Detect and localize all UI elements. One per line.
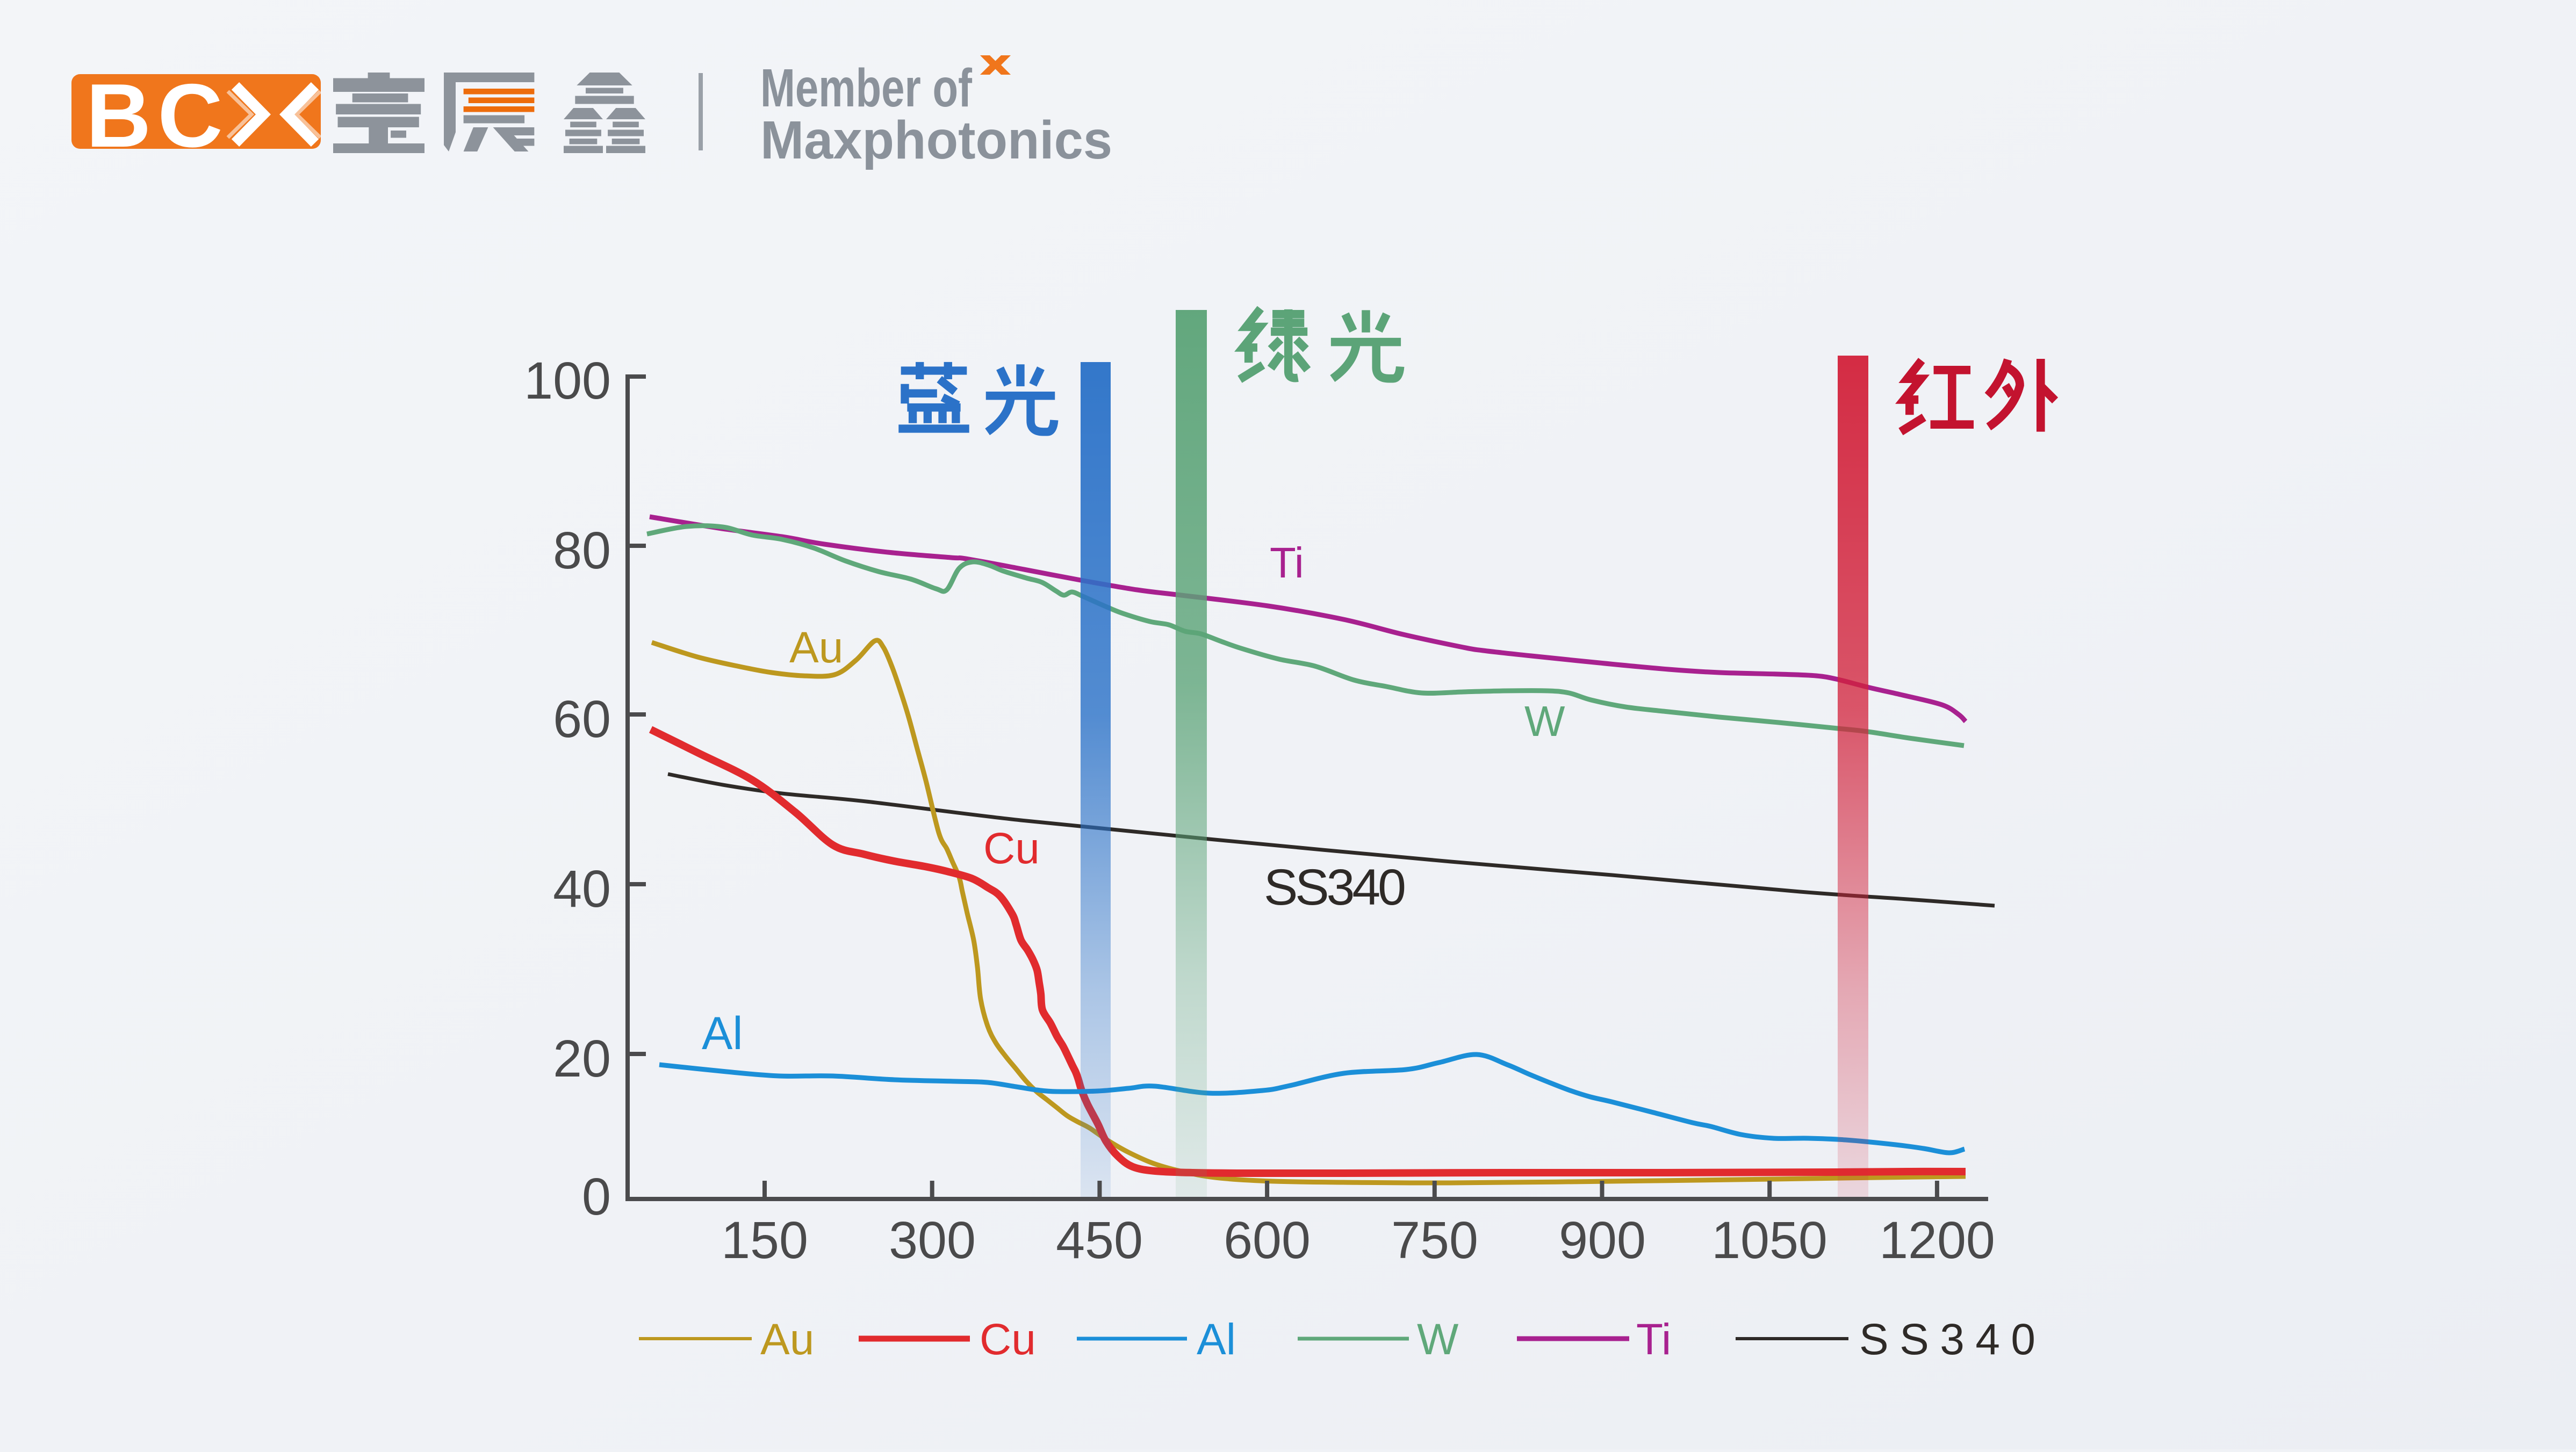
svg-text:600: 600 [1224, 1211, 1311, 1269]
svg-text:Cu: Cu [980, 1315, 1036, 1364]
svg-text:20: 20 [553, 1029, 611, 1088]
svg-text:0: 0 [582, 1167, 611, 1226]
svg-text:Au: Au [760, 1315, 814, 1364]
svg-text:900: 900 [1559, 1211, 1646, 1269]
svg-text:Ti: Ti [1636, 1315, 1671, 1364]
svg-text:40: 40 [553, 859, 611, 918]
svg-text:BC: BC [86, 65, 229, 166]
svg-text:750: 750 [1391, 1211, 1478, 1269]
svg-text:SS340: SS340 [1264, 859, 1406, 916]
svg-text:450: 450 [1056, 1211, 1143, 1269]
svg-text:300: 300 [889, 1211, 976, 1269]
svg-text:W: W [1417, 1315, 1459, 1364]
svg-text:1050: 1050 [1711, 1211, 1827, 1269]
svg-text:80: 80 [553, 521, 611, 580]
svg-text:Ti: Ti [1270, 539, 1304, 587]
svg-text:Al: Al [702, 1008, 743, 1059]
svg-text:W: W [1524, 697, 1565, 745]
svg-text:60: 60 [553, 690, 611, 748]
svg-text:Maxphotonics: Maxphotonics [760, 110, 1112, 170]
svg-text:100: 100 [524, 351, 611, 410]
svg-text:Member of: Member of [760, 58, 973, 118]
svg-text:Al: Al [1197, 1315, 1236, 1364]
svg-text:1200: 1200 [1879, 1211, 1995, 1269]
svg-text:Cu: Cu [983, 824, 1040, 873]
svg-text:150: 150 [721, 1211, 808, 1269]
svg-text:Au: Au [789, 623, 843, 672]
